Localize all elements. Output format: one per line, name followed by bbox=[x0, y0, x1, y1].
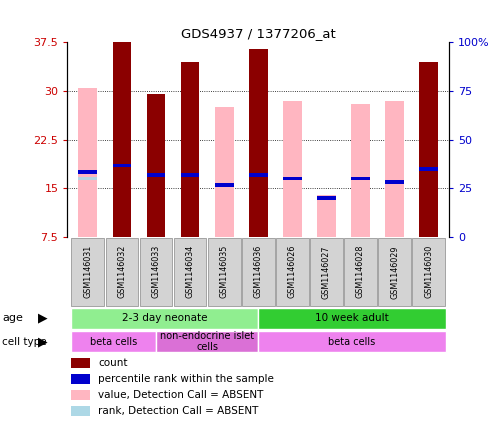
Text: percentile rank within the sample: percentile rank within the sample bbox=[98, 374, 274, 384]
Bar bbox=[317, 195, 336, 237]
Title: GDS4937 / 1377206_at: GDS4937 / 1377206_at bbox=[181, 27, 336, 40]
Bar bbox=[181, 62, 200, 237]
Bar bbox=[385, 101, 404, 237]
Bar bbox=[385, 180, 404, 184]
Bar bbox=[78, 176, 97, 181]
FancyBboxPatch shape bbox=[71, 238, 104, 306]
Bar bbox=[78, 88, 97, 237]
Text: GSM1146029: GSM1146029 bbox=[390, 245, 399, 299]
Bar bbox=[283, 176, 302, 181]
Text: GSM1146030: GSM1146030 bbox=[424, 245, 433, 298]
FancyBboxPatch shape bbox=[344, 238, 377, 306]
Text: GSM1146034: GSM1146034 bbox=[186, 245, 195, 298]
Bar bbox=[317, 196, 336, 200]
Bar bbox=[147, 94, 165, 237]
Bar bbox=[147, 94, 165, 237]
FancyBboxPatch shape bbox=[412, 238, 445, 306]
Text: 10 week adult: 10 week adult bbox=[315, 313, 389, 323]
Text: age: age bbox=[2, 313, 23, 323]
Text: beta cells: beta cells bbox=[90, 337, 137, 346]
Bar bbox=[249, 49, 267, 237]
Bar bbox=[147, 173, 165, 177]
Bar bbox=[113, 164, 131, 168]
FancyBboxPatch shape bbox=[258, 331, 446, 352]
Bar bbox=[249, 49, 267, 237]
Text: GSM1146026: GSM1146026 bbox=[288, 245, 297, 299]
FancyBboxPatch shape bbox=[71, 308, 258, 329]
Bar bbox=[351, 176, 370, 181]
Text: GSM1146031: GSM1146031 bbox=[83, 245, 92, 298]
Bar bbox=[71, 406, 90, 416]
Text: GSM1146032: GSM1146032 bbox=[117, 245, 126, 299]
Bar bbox=[113, 42, 131, 237]
Bar bbox=[71, 358, 90, 368]
FancyBboxPatch shape bbox=[156, 331, 258, 352]
Bar bbox=[419, 62, 438, 237]
Text: GSM1146028: GSM1146028 bbox=[356, 245, 365, 299]
FancyBboxPatch shape bbox=[276, 238, 309, 306]
Text: count: count bbox=[98, 358, 127, 368]
Bar bbox=[78, 170, 97, 174]
Text: GSM1146035: GSM1146035 bbox=[220, 245, 229, 299]
Bar bbox=[283, 176, 302, 181]
FancyBboxPatch shape bbox=[310, 238, 343, 306]
Bar bbox=[71, 390, 90, 400]
Bar bbox=[215, 183, 234, 187]
Text: non-endocrine islet
cells: non-endocrine islet cells bbox=[160, 331, 254, 352]
FancyBboxPatch shape bbox=[258, 308, 446, 329]
FancyBboxPatch shape bbox=[208, 238, 241, 306]
FancyBboxPatch shape bbox=[378, 238, 411, 306]
FancyBboxPatch shape bbox=[71, 331, 156, 352]
FancyBboxPatch shape bbox=[140, 238, 172, 306]
Text: cell type: cell type bbox=[2, 337, 47, 346]
Text: ▶: ▶ bbox=[37, 335, 47, 348]
Bar bbox=[249, 173, 267, 177]
Bar bbox=[215, 107, 234, 237]
Bar bbox=[385, 180, 404, 184]
Bar bbox=[351, 176, 370, 181]
Text: GSM1146027: GSM1146027 bbox=[322, 245, 331, 299]
FancyBboxPatch shape bbox=[174, 238, 207, 306]
Text: value, Detection Call = ABSENT: value, Detection Call = ABSENT bbox=[98, 390, 263, 400]
FancyBboxPatch shape bbox=[242, 238, 274, 306]
Bar bbox=[181, 173, 200, 177]
Bar bbox=[419, 167, 438, 171]
Bar bbox=[419, 62, 438, 237]
Text: GSM1146036: GSM1146036 bbox=[253, 245, 263, 298]
Bar bbox=[181, 62, 200, 237]
Text: beta cells: beta cells bbox=[328, 337, 376, 346]
Text: ▶: ▶ bbox=[37, 312, 47, 325]
Bar bbox=[71, 374, 90, 384]
Bar bbox=[113, 42, 131, 237]
Text: rank, Detection Call = ABSENT: rank, Detection Call = ABSENT bbox=[98, 406, 258, 416]
Bar bbox=[215, 183, 234, 187]
Bar bbox=[351, 104, 370, 237]
Bar bbox=[283, 101, 302, 237]
Text: GSM1146033: GSM1146033 bbox=[152, 245, 161, 298]
FancyBboxPatch shape bbox=[106, 238, 138, 306]
Text: 2-3 day neonate: 2-3 day neonate bbox=[122, 313, 207, 323]
